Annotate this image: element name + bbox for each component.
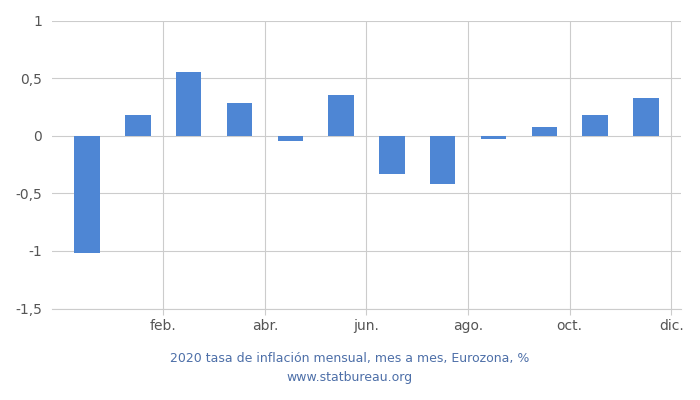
- Bar: [633, 98, 659, 136]
- Bar: [227, 104, 252, 136]
- Bar: [582, 115, 608, 136]
- Bar: [379, 136, 405, 174]
- Text: 2020 tasa de inflación mensual, mes a mes, Eurozona, %
www.statbureau.org: 2020 tasa de inflación mensual, mes a me…: [170, 352, 530, 384]
- Bar: [176, 72, 202, 136]
- Bar: [430, 136, 456, 184]
- Bar: [481, 136, 506, 139]
- Bar: [278, 136, 303, 142]
- Bar: [125, 115, 150, 136]
- Bar: [531, 126, 557, 136]
- Bar: [74, 136, 100, 253]
- Bar: [328, 96, 354, 136]
